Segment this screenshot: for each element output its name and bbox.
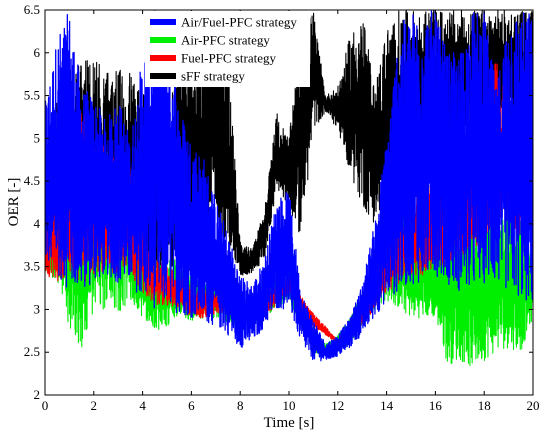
legend-label: Fuel-PFC strategy [181,51,276,66]
series-layer [45,10,533,367]
y-tick-label: 2.5 [24,344,40,359]
x-axis-ticks: 0 2 4 6 8 10 12 14 16 18 20 [42,10,540,413]
y-tick-label: 2 [34,387,41,402]
y-axis-ticks: 2 2.5 3 3.5 4 4.5 5 5.5 6 6.5 [24,2,533,402]
x-tick-label: 6 [188,398,195,413]
y-tick-label: 4 [34,216,41,231]
x-tick-label: 2 [91,398,98,413]
x-axis-label: Time [s] [264,415,315,431]
legend-label: Air-PFC strategy [181,33,270,48]
x-tick-label: 18 [478,398,491,413]
y-tick-label: 3.5 [24,259,40,274]
series-line-0 [45,10,533,362]
y-tick-label: 4.5 [24,173,40,188]
y-tick-label: 6 [34,45,41,60]
x-tick-label: 12 [331,398,344,413]
y-tick-label: 5 [34,130,41,145]
y-tick-label: 5.5 [24,88,40,103]
legend-label: sFF strategy [181,69,245,84]
x-tick-label: 10 [283,398,296,413]
y-axis-label: OER [-] [6,178,22,227]
x-tick-label: 8 [237,398,244,413]
x-tick-label: 20 [527,398,540,413]
y-tick-label: 3 [34,301,41,316]
legend: Air/Fuel-PFC strategy Air-PFC strategy Fue… [145,11,310,87]
x-tick-label: 16 [429,398,443,413]
y-tick-label: 6.5 [24,2,40,17]
x-tick-label: 4 [139,398,146,413]
legend-label: Air/Fuel-PFC strategy [181,15,297,30]
x-tick-label: 0 [42,398,49,413]
x-tick-label: 14 [380,398,394,413]
